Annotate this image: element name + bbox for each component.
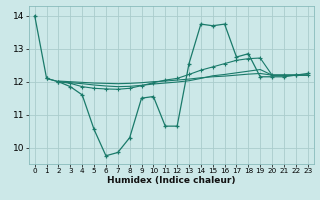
X-axis label: Humidex (Indice chaleur): Humidex (Indice chaleur): [107, 176, 236, 185]
